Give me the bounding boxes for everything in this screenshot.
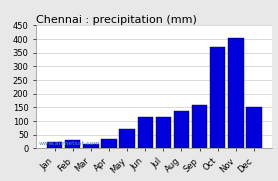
Bar: [210, 47, 225, 148]
Bar: [83, 144, 98, 148]
Bar: [119, 129, 135, 148]
Bar: [192, 106, 207, 148]
Text: Chennai : precipitation (mm): Chennai : precipitation (mm): [36, 14, 197, 25]
Bar: [174, 111, 189, 148]
Bar: [246, 107, 262, 148]
Bar: [138, 117, 153, 148]
Bar: [228, 38, 244, 148]
Text: www.allmetsat.com: www.allmetsat.com: [38, 141, 100, 146]
Bar: [101, 139, 117, 148]
Bar: [65, 140, 80, 148]
Bar: [47, 142, 62, 148]
Bar: [156, 117, 171, 148]
